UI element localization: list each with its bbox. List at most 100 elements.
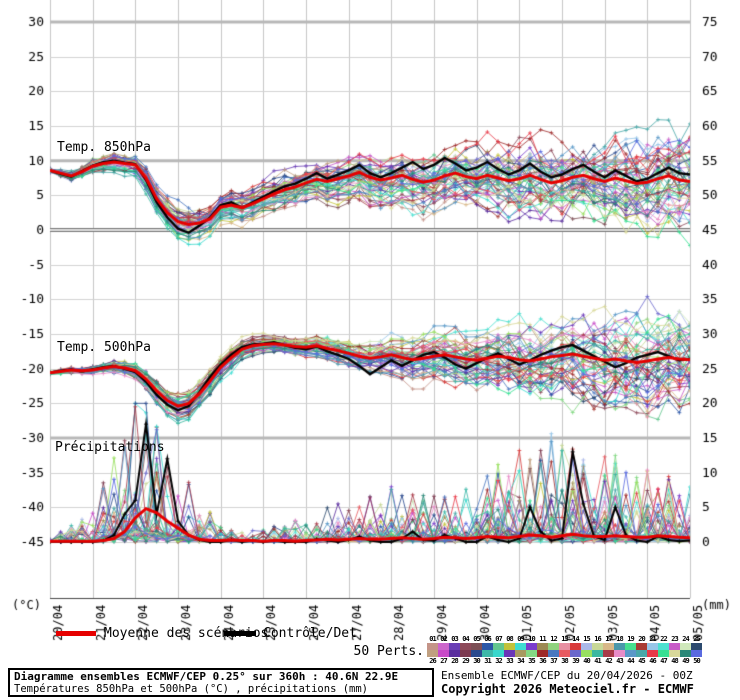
pert-number: 21	[649, 635, 657, 643]
pert-column: 12 37	[548, 635, 559, 665]
pert-swatch	[438, 643, 449, 650]
pert-column: 20 45	[636, 635, 647, 665]
pert-column: 16 41	[592, 635, 603, 665]
chart-title-box: Diagramme ensembles ECMWF/CEP 0.25° sur …	[8, 668, 434, 697]
pert-column: 04 29	[460, 635, 471, 665]
pert-column: 15 40	[581, 635, 592, 665]
pert-number: 26	[429, 657, 437, 665]
pert-number: 49	[682, 657, 690, 665]
pert-swatch	[471, 643, 482, 650]
perts-count-label: 50 Perts.	[353, 644, 424, 659]
pert-swatch	[592, 650, 603, 657]
chart-title: Diagramme ensembles ECMWF/CEP 0.25° sur …	[14, 670, 399, 683]
pert-number: 28	[451, 657, 459, 665]
pert-swatch	[647, 650, 658, 657]
pert-number: 07	[495, 635, 503, 643]
pert-swatch	[427, 643, 438, 650]
pert-swatch	[581, 643, 592, 650]
pert-column: 13 38	[559, 635, 570, 665]
pert-number: 35	[528, 657, 536, 665]
pert-number: 04	[462, 635, 470, 643]
copyright: Copyright 2026 Meteociel.fr - ECMWF	[441, 682, 694, 696]
pert-number: 20	[638, 635, 646, 643]
pert-number: 25	[693, 635, 701, 643]
pert-swatch	[658, 643, 669, 650]
pert-number: 31	[484, 657, 492, 665]
pert-swatch	[603, 650, 614, 657]
pert-number: 50	[693, 657, 701, 665]
pert-number: 37	[550, 657, 558, 665]
pert-swatch	[559, 650, 570, 657]
run-info-block: Ensemble ECMWF/CEP du 20/04/2026 - 00Z C…	[441, 669, 739, 696]
pert-number: 24	[682, 635, 690, 643]
pert-column: 01 26	[427, 635, 438, 665]
pert-swatch	[625, 643, 636, 650]
pert-swatch	[691, 650, 702, 657]
pert-number: 08	[506, 635, 514, 643]
pert-swatch	[680, 643, 691, 650]
pert-number: 44	[627, 657, 635, 665]
pert-number: 46	[649, 657, 657, 665]
pert-number: 05	[473, 635, 481, 643]
pert-swatch	[548, 643, 559, 650]
pert-swatch	[647, 643, 658, 650]
pert-swatch	[449, 650, 460, 657]
pert-number: 39	[572, 657, 580, 665]
perturbation-color-grid: 01 26 02 27 03 28 04 29 05 30 06 31 07 32 08 33 09 34 10 35…	[427, 635, 702, 665]
pert-swatch	[438, 650, 449, 657]
pert-number: 47	[660, 657, 668, 665]
pert-swatch	[614, 650, 625, 657]
ensemble-chart-canvas	[0, 0, 740, 666]
pert-number: 15	[583, 635, 591, 643]
label-precipitations: Précipitations	[55, 440, 165, 455]
legend-control-label: Contrôle/Det	[263, 626, 357, 641]
pert-column: 14 39	[570, 635, 581, 665]
pert-swatch	[636, 650, 647, 657]
pert-number: 29	[462, 657, 470, 665]
pert-swatch	[515, 643, 526, 650]
pert-number: 41	[594, 657, 602, 665]
pert-swatch	[548, 650, 559, 657]
pert-swatch	[680, 650, 691, 657]
pert-number: 36	[539, 657, 547, 665]
pert-swatch	[493, 643, 504, 650]
label-temp-850: Temp. 850hPa	[57, 140, 151, 155]
pert-column: 19 44	[625, 635, 636, 665]
pert-swatch	[592, 643, 603, 650]
pert-column: 17 42	[603, 635, 614, 665]
pert-number: 10	[528, 635, 536, 643]
pert-swatch	[658, 650, 669, 657]
pert-swatch	[504, 650, 515, 657]
pert-swatch	[482, 643, 493, 650]
legend-mean-swatch	[56, 631, 96, 636]
pert-swatch	[526, 643, 537, 650]
pert-number: 01	[429, 635, 437, 643]
pert-column: 22 47	[658, 635, 669, 665]
pert-column: 21 46	[647, 635, 658, 665]
pert-swatch	[691, 643, 702, 650]
pert-swatch	[504, 643, 515, 650]
pert-number: 43	[616, 657, 624, 665]
pert-swatch	[603, 643, 614, 650]
pert-number: 12	[550, 635, 558, 643]
pert-swatch	[460, 650, 471, 657]
pert-number: 03	[451, 635, 459, 643]
pert-column: 18 43	[614, 635, 625, 665]
pert-number: 17	[605, 635, 613, 643]
pert-number: 14	[572, 635, 580, 643]
pert-number: 48	[671, 657, 679, 665]
pert-swatch	[559, 643, 570, 650]
pert-column: 23 48	[669, 635, 680, 665]
pert-swatch	[669, 643, 680, 650]
pert-column: 03 28	[449, 635, 460, 665]
pert-swatch	[515, 650, 526, 657]
pert-number: 23	[671, 635, 679, 643]
pert-column: 02 27	[438, 635, 449, 665]
pert-column: 06 31	[482, 635, 493, 665]
pert-number: 22	[660, 635, 668, 643]
pert-number: 19	[627, 635, 635, 643]
pert-number: 02	[440, 635, 448, 643]
chart-subtitle: Températures 850hPa et 500hPa (°C) , pré…	[14, 683, 369, 695]
pert-number: 11	[539, 635, 547, 643]
